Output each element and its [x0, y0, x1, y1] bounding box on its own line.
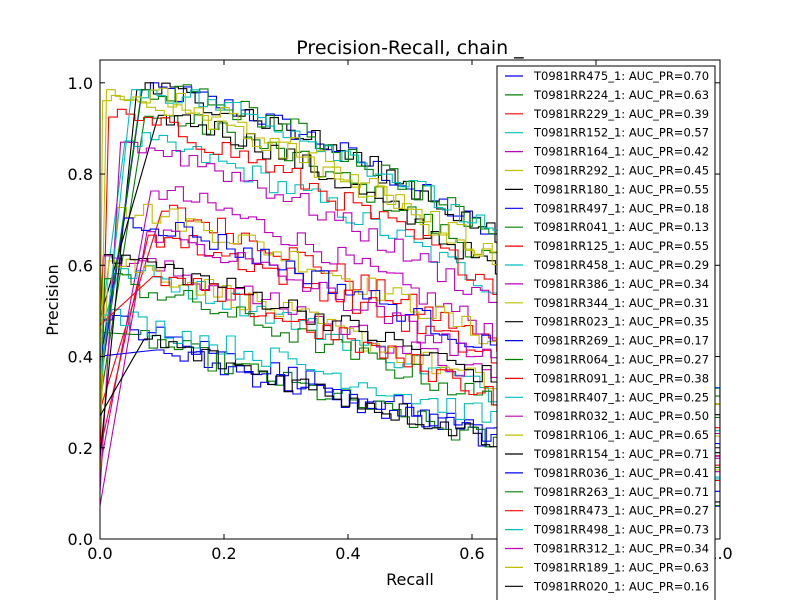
- legend-entry-label: T0981RR064_1: AUC_PR=0.27: [533, 353, 709, 367]
- legend-box: [496, 65, 716, 600]
- x-tick-label: 0.6: [459, 544, 484, 563]
- legend-entry-label: T0981RR269_1: AUC_PR=0.17: [533, 334, 709, 348]
- y-tick-label: 0.4: [68, 348, 93, 367]
- chart-title: Precision-Recall, chain _: [296, 37, 524, 59]
- legend-entry-label: T0981RR041_1: AUC_PR=0.13: [533, 220, 709, 234]
- legend-entry-label: T0981RR312_1: AUC_PR=0.34: [533, 542, 709, 556]
- legend-entry-label: T0981RR125_1: AUC_PR=0.55: [533, 239, 709, 253]
- x-tick-label: 0.2: [211, 544, 236, 563]
- y-tick-label: 0.6: [68, 256, 93, 275]
- legend-entry-label: T0981RR180_1: AUC_PR=0.55: [533, 182, 709, 196]
- y-tick-label: 0.8: [68, 165, 93, 184]
- legend-entry-label: T0981RR263_1: AUC_PR=0.71: [533, 485, 709, 499]
- legend-entry-label: T0981RR020_1: AUC_PR=0.16: [533, 579, 709, 593]
- legend-entry-label: T0981RR292_1: AUC_PR=0.45: [533, 164, 709, 178]
- y-axis-label: Precision: [43, 264, 62, 335]
- legend-entry-label: T0981RR344_1: AUC_PR=0.31: [533, 296, 709, 310]
- legend-entry-label: T0981RR154_1: AUC_PR=0.71: [533, 447, 709, 461]
- legend-entry-label: T0981RR229_1: AUC_PR=0.39: [533, 107, 709, 121]
- x-tick-label: 0.4: [335, 544, 360, 563]
- plot-frame: [99, 59, 721, 540]
- legend-entry-label: T0981RR473_1: AUC_PR=0.27: [533, 504, 709, 518]
- legend: T0981RR475_1: AUC_PR=0.70 T0981RR224_1: A…: [496, 65, 716, 600]
- x-tick-label: 0.0: [87, 544, 112, 563]
- legend-entry-label: T0981RR224_1: AUC_PR=0.63: [533, 88, 709, 102]
- legend-entry-label: T0981RR498_1: AUC_PR=0.73: [533, 523, 709, 537]
- y-tick-label: 0.0: [68, 530, 93, 549]
- legend-entry-label: T0981RR386_1: AUC_PR=0.34: [533, 277, 709, 291]
- y-tick-label: 0.2: [68, 439, 93, 458]
- legend-entry-label: T0981RR036_1: AUC_PR=0.41: [533, 466, 709, 480]
- legend-entry-label: T0981RR023_1: AUC_PR=0.35: [533, 315, 709, 329]
- legend-entry-label: T0981RR497_1: AUC_PR=0.18: [533, 201, 709, 215]
- legend-entry-label: T0981RR091_1: AUC_PR=0.38: [533, 371, 709, 385]
- x-axis-label: Recall: [386, 570, 434, 589]
- legend-entry-label: T0981RR032_1: AUC_PR=0.50: [533, 409, 709, 423]
- legend-entry-label: T0981RR458_1: AUC_PR=0.29: [533, 258, 709, 272]
- legend-entry-label: T0981RR407_1: AUC_PR=0.25: [533, 390, 709, 404]
- y-tick-label: 1.0: [68, 74, 93, 93]
- legend-entry-label: T0981RR106_1: AUC_PR=0.65: [533, 428, 709, 442]
- legend-entry-label: T0981RR189_1: AUC_PR=0.63: [533, 560, 709, 574]
- legend-entry-label: T0981RR475_1: AUC_PR=0.70: [533, 69, 709, 83]
- legend-entry-label: T0981RR164_1: AUC_PR=0.42: [533, 145, 709, 159]
- legend-entry-label: T0981RR152_1: AUC_PR=0.57: [533, 126, 709, 140]
